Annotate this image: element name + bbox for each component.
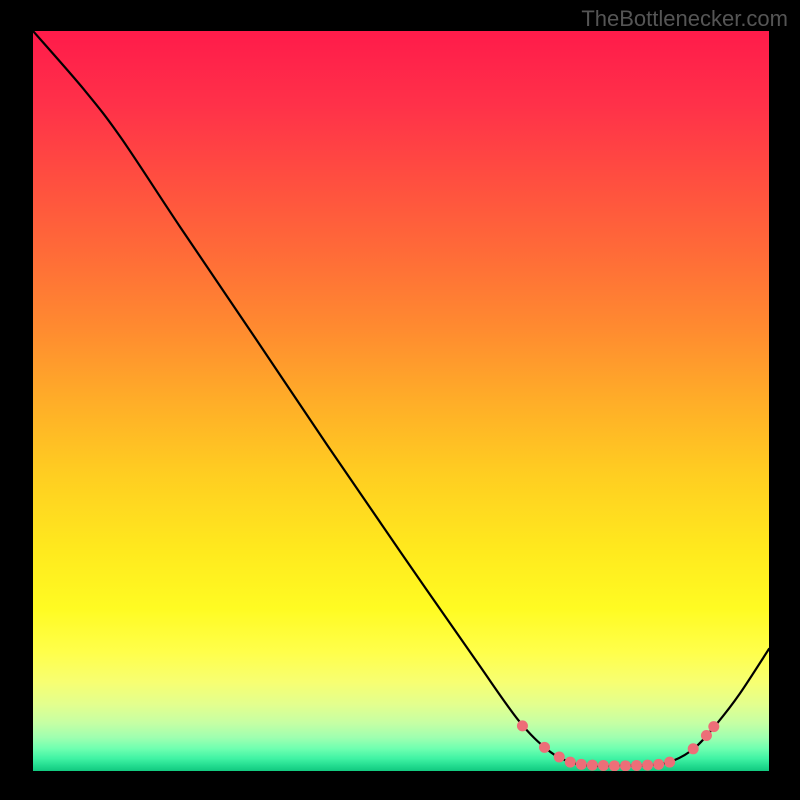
marker-dot [565,757,576,768]
marker-dot [701,730,712,741]
marker-dot [539,742,550,753]
chart-background [33,31,769,771]
chart-svg [33,31,769,771]
marker-dot [598,760,609,771]
marker-dot [620,760,631,771]
marker-dot [631,760,642,771]
marker-dot [664,757,675,768]
marker-dot [517,720,528,731]
marker-dot [576,759,587,770]
marker-dot [609,760,620,771]
watermark-text: TheBottlenecker.com [581,6,788,32]
marker-dot [587,760,598,771]
marker-dot [688,743,699,754]
marker-dot [708,721,719,732]
marker-dot [653,759,664,770]
chart-plot-area [33,31,769,771]
marker-dot [642,760,653,771]
marker-dot [554,751,565,762]
